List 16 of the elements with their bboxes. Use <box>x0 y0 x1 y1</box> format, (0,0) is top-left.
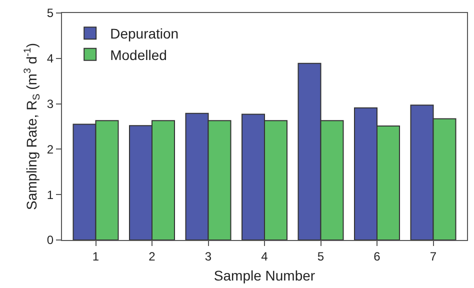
x-tick-label: 4 <box>261 249 268 264</box>
x-tick-label: 3 <box>204 249 212 264</box>
x-tick-label: 6 <box>374 249 381 264</box>
y-tick-label: 2 <box>46 142 54 156</box>
x-tick-label: 1 <box>92 249 100 264</box>
y-tick-label: 4 <box>46 52 54 66</box>
y-tick-label: 3 <box>46 97 54 111</box>
x-axis-title: Sample Number <box>214 268 316 284</box>
legend-label: Modelled <box>110 46 167 63</box>
x-tick-label: 7 <box>430 249 437 264</box>
y-tick-label: 5 <box>46 6 54 20</box>
x-tick-label: 2 <box>148 249 156 264</box>
y-tick-label: 0 <box>46 233 54 248</box>
legend-label: Depuration <box>110 26 179 42</box>
x-tick-label: 5 <box>317 249 324 264</box>
y-tick-label: 1 <box>46 188 54 202</box>
